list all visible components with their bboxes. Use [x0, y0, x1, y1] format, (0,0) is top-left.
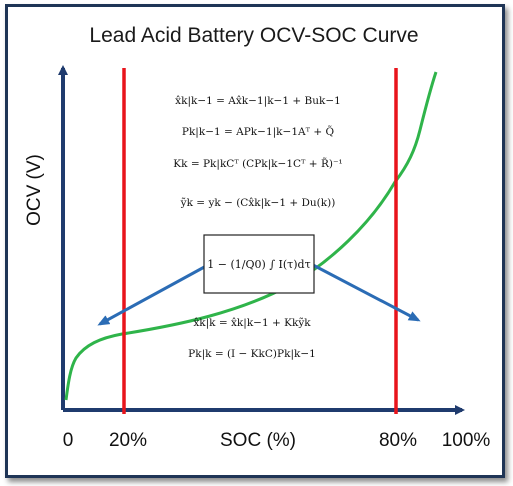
equation-covariance-prediction: Pk|k−1 = APk−1|k−1Aᵀ + Q̃	[182, 125, 335, 139]
x-axis-label: SOC (%)	[220, 430, 296, 451]
x-tick-80: 80%	[379, 430, 417, 451]
x-tick-20: 20%	[109, 430, 147, 451]
left-arrow	[100, 265, 208, 324]
right-arrow	[313, 265, 418, 320]
equation-state-update: x̂k|k = x̂k|k−1 + Kkỹk	[193, 317, 311, 330]
coulomb-counting-formula: 1 − (1/Q0) ∫ I(τ)dτ	[207, 258, 310, 271]
equation-state-prediction: x̂k|k−1 = Ax̂k−1|k−1 + Buk−1	[175, 95, 341, 108]
equation-covariance-update: Pk|k = (I − KkC)Pk|k−1	[188, 348, 316, 361]
x-tick-100: 100%	[442, 430, 491, 451]
equation-kalman-gain: Kk = Pk|kCᵀ (CPk|k−1Cᵀ + R̃)⁻¹	[173, 157, 342, 171]
equation-innovation: ỹk = yk − (Cx̂k|k−1 + Du(k))	[180, 197, 336, 210]
x-tick-0: 0	[63, 430, 74, 451]
chart-title: Lead Acid Battery OCV-SOC Curve	[89, 24, 418, 47]
y-axis-label: OCV (V)	[24, 154, 45, 226]
